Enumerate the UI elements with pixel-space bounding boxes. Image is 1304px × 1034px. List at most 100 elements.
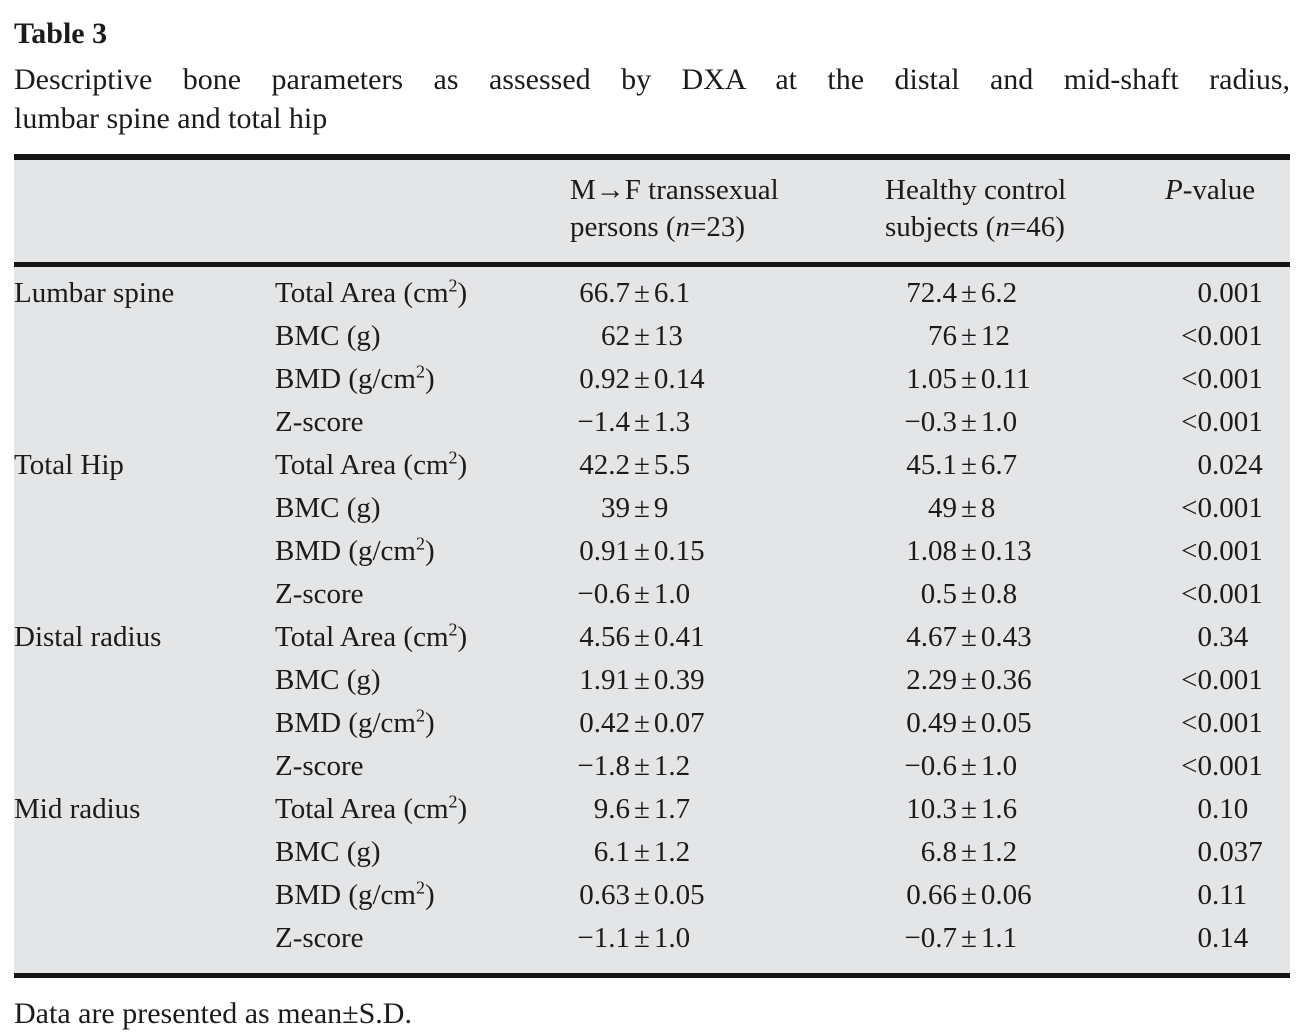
parameter-label: Total Area (cm2) <box>275 275 468 309</box>
header-parameter-empty <box>275 157 570 265</box>
plus-minus: ± <box>961 879 977 911</box>
plus-minus: ± <box>634 492 650 524</box>
parameter-label: Total Area (cm2) <box>275 791 468 825</box>
plus-minus: ± <box>634 793 650 825</box>
header-p-value: P-value <box>1165 174 1256 206</box>
control-value-cell: 45.1 ±6.7 <box>906 449 1018 481</box>
plus-minus: ± <box>961 406 977 438</box>
control-value-cell: 4.67 ±0.43 <box>906 621 1032 653</box>
plus-minus: ± <box>961 320 977 352</box>
plus-minus: ± <box>961 922 977 954</box>
plus-minus: ± <box>634 922 650 954</box>
parameter-label: BMC (g) <box>275 320 381 352</box>
plus-minus: ± <box>961 750 977 782</box>
table-row: Distal radius Total Area (cm2) 4.56 ±0.41… <box>14 616 1290 659</box>
p-value-cell: <0.001 <box>1181 320 1263 352</box>
region-label <box>14 917 275 976</box>
p-value-cell: 0.14 <box>1197 922 1249 954</box>
plus-minus: ± <box>634 449 650 481</box>
plus-minus: ± <box>634 879 650 911</box>
p-value-cell: 0.34 <box>1197 621 1249 653</box>
plus-minus: ± <box>961 836 977 868</box>
plus-minus: ± <box>961 363 977 395</box>
mtf-value-cell: 42.2 ±5.5 <box>579 449 691 481</box>
mtf-value-cell: 6.1 ±1.2 <box>593 836 691 868</box>
plus-minus: ± <box>634 750 650 782</box>
section-distal-radius: Distal radius Total Area (cm2) 4.56 ±0.41… <box>14 616 1290 788</box>
plus-minus: ± <box>961 621 977 653</box>
control-value-cell: 49 ±8 <box>928 492 996 524</box>
region-label: Total Hip <box>14 449 124 481</box>
table-row: BMC (g) 6.1 ±1.2 6.8 ±1.2 0.037 <box>14 831 1290 874</box>
control-value-cell: 76 ±12 <box>928 320 1010 352</box>
region-label <box>14 401 275 444</box>
control-value-cell: 0.5 ±0.8 <box>920 578 1018 610</box>
table-row: Total Hip Total Area (cm2) 42.2 ±5.5 45.1… <box>14 444 1290 487</box>
mtf-value-cell: −1.1 ±1.0 <box>577 922 691 954</box>
table-row: Z-score −1.4 ±1.3 −0.3 ±1.0 <0.001 <box>14 401 1290 444</box>
mtf-value-cell: 0.42 ±0.07 <box>579 707 705 739</box>
control-value-cell: −0.7 ±1.1 <box>904 922 1018 954</box>
plus-minus: ± <box>634 320 650 352</box>
mtf-value-cell: 1.91 ±0.39 <box>579 664 705 696</box>
region-label <box>14 573 275 616</box>
p-value-cell: <0.001 <box>1181 578 1263 610</box>
table-row: BMD (g/cm2) 0.42 ±0.07 0.49 ±0.05 <0.001 <box>14 702 1290 745</box>
table-row: BMC (g) 39 ±9 49 ±8 <0.001 <box>14 487 1290 530</box>
parameter-label: Z-score <box>275 406 364 438</box>
control-value-cell: 1.08 ±0.13 <box>906 535 1032 567</box>
mtf-value-cell: 9.6 ±1.7 <box>593 793 691 825</box>
plus-minus: ± <box>961 793 977 825</box>
p-value-cell: 0.024 <box>1197 449 1263 481</box>
control-value-cell: 6.8 ±1.2 <box>920 836 1018 868</box>
header-control-group: Healthy control subjects (n=46) <box>885 174 1067 243</box>
section-mid-radius: Mid radius Total Area (cm2) 9.6 ±1.7 10.3… <box>14 788 1290 976</box>
section-total-hip: Total Hip Total Area (cm2) 42.2 ±5.5 45.1… <box>14 444 1290 616</box>
header-row: M→F transsexual persons (n=23) Healthy c… <box>14 157 1290 265</box>
p-value-cell: <0.001 <box>1181 535 1263 567</box>
plus-minus: ± <box>961 664 977 696</box>
section-lumbar-spine: Lumbar spine Total Area (cm2) 66.7 ±6.1 7… <box>14 265 1290 445</box>
parameter-label: Total Area (cm2) <box>275 619 468 653</box>
plus-minus: ± <box>634 707 650 739</box>
mtf-value-cell: 62 ±13 <box>601 320 683 352</box>
p-value-cell: 0.11 <box>1197 879 1248 911</box>
region-label <box>14 530 275 573</box>
mtf-value-cell: −1.8 ±1.2 <box>577 750 691 782</box>
p-value-cell: <0.001 <box>1181 363 1263 395</box>
parameter-label: BMC (g) <box>275 836 381 868</box>
plus-minus: ± <box>634 406 650 438</box>
n-symbol: n <box>675 211 691 243</box>
region-label <box>14 702 275 745</box>
control-value-cell: 0.66 ±0.06 <box>906 879 1032 911</box>
plus-minus: ± <box>634 664 650 696</box>
region-label <box>14 745 275 788</box>
mtf-value-cell: −1.4 ±1.3 <box>577 406 691 438</box>
plus-minus: ± <box>634 578 650 610</box>
control-value-cell: 0.49 ±0.05 <box>906 707 1032 739</box>
table-header: M→F transsexual persons (n=23) Healthy c… <box>14 157 1290 265</box>
region-label <box>14 831 275 874</box>
control-value-cell: 1.05 ±0.11 <box>906 363 1031 395</box>
region-label <box>14 358 275 401</box>
parameter-label: Total Area (cm2) <box>275 447 468 481</box>
parameter-label: BMD (g/cm2) <box>275 877 435 911</box>
control-value-cell: −0.6 ±1.0 <box>904 750 1018 782</box>
plus-minus: ± <box>634 277 650 309</box>
parameter-label: BMD (g/cm2) <box>275 533 435 567</box>
parameter-label: Z-score <box>275 578 364 610</box>
mtf-value-cell: −0.6 ±1.0 <box>577 578 691 610</box>
p-value-cell: <0.001 <box>1181 406 1263 438</box>
mtf-value-cell: 66.7 ±6.1 <box>579 277 691 309</box>
plus-minus: ± <box>634 836 650 868</box>
mtf-value-cell: 39 ±9 <box>601 492 669 524</box>
region-label: Mid radius <box>14 793 141 825</box>
table-caption: Descriptive bone parameters as assessed … <box>14 60 1290 138</box>
parameter-label: Z-score <box>275 750 364 782</box>
plus-minus: ± <box>961 492 977 524</box>
n-symbol: n <box>995 211 1010 243</box>
region-label <box>14 487 275 530</box>
table-row: BMD (g/cm2) 0.92 ±0.14 1.05 ±0.11 <0.001 <box>14 358 1290 401</box>
control-value-cell: 10.3 ±1.6 <box>906 793 1018 825</box>
bone-parameters-table: M→F transsexual persons (n=23) Healthy c… <box>14 154 1290 978</box>
